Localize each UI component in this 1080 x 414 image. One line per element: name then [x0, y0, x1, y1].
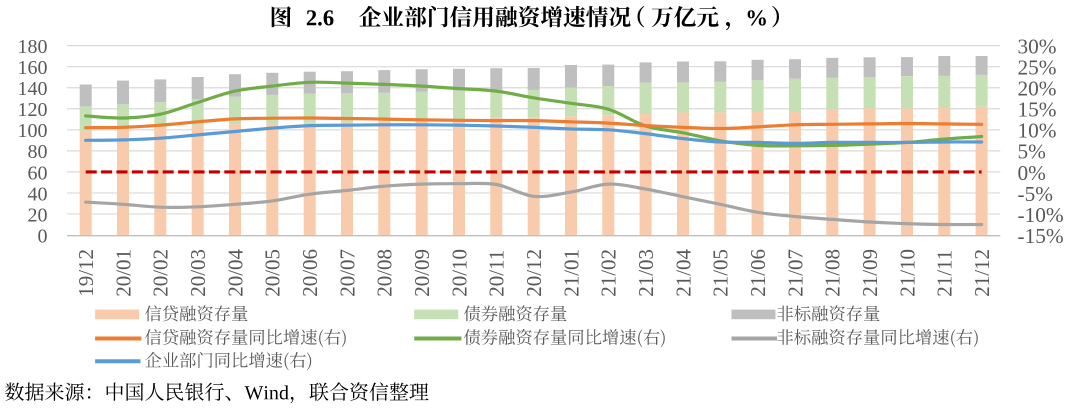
svg-text:21/07: 21/07 [783, 249, 807, 297]
svg-text:21/08: 21/08 [821, 249, 845, 297]
svg-text:21/04: 21/04 [671, 248, 695, 296]
svg-text:21/01: 21/01 [559, 249, 583, 297]
svg-text:20/11: 20/11 [485, 250, 509, 297]
svg-text:21/06: 21/06 [746, 249, 770, 297]
svg-text:10%: 10% [1018, 119, 1057, 143]
svg-text:160: 160 [18, 57, 48, 79]
svg-text:20/12: 20/12 [522, 249, 546, 297]
svg-text:-5%: -5% [1018, 182, 1054, 206]
svg-text:20/10: 20/10 [447, 249, 471, 297]
svg-text:20/05: 20/05 [261, 249, 285, 297]
svg-text:21/05: 21/05 [709, 249, 733, 297]
svg-text:40: 40 [28, 183, 48, 205]
svg-text:20/01: 20/01 [111, 249, 135, 297]
svg-text:20: 20 [28, 204, 48, 226]
svg-text:21/12: 21/12 [970, 249, 994, 297]
svg-text:21/09: 21/09 [858, 249, 882, 297]
svg-text:5%: 5% [1018, 140, 1047, 164]
svg-text:20/04: 20/04 [223, 248, 247, 296]
svg-text:21/02: 21/02 [597, 249, 621, 297]
svg-text:20/02: 20/02 [149, 249, 173, 297]
svg-text:19/12: 19/12 [74, 249, 98, 297]
svg-text:20/09: 20/09 [410, 249, 434, 297]
svg-text:60: 60 [28, 162, 48, 184]
svg-text:180: 180 [18, 36, 48, 58]
svg-text:20/06: 20/06 [298, 249, 322, 297]
svg-text:-10%: -10% [1018, 203, 1064, 227]
svg-text:21/11: 21/11 [933, 250, 957, 297]
svg-text:15%: 15% [1018, 98, 1057, 122]
svg-text:80: 80 [28, 141, 48, 163]
svg-text:21/10: 21/10 [895, 249, 919, 297]
svg-text:30%: 30% [1018, 35, 1057, 59]
svg-text:100: 100 [18, 120, 48, 142]
svg-text:140: 140 [18, 78, 48, 100]
svg-text:120: 120 [18, 99, 48, 121]
svg-text:20/07: 20/07 [335, 249, 359, 297]
svg-text:25%: 25% [1018, 56, 1057, 80]
svg-text:0: 0 [38, 225, 48, 247]
svg-text:20/08: 20/08 [373, 249, 397, 297]
svg-text:20/03: 20/03 [186, 249, 210, 297]
svg-text:21/03: 21/03 [634, 249, 658, 297]
svg-text:20%: 20% [1018, 77, 1057, 101]
svg-text:0%: 0% [1018, 161, 1047, 185]
svg-text:-15%: -15% [1018, 224, 1064, 248]
